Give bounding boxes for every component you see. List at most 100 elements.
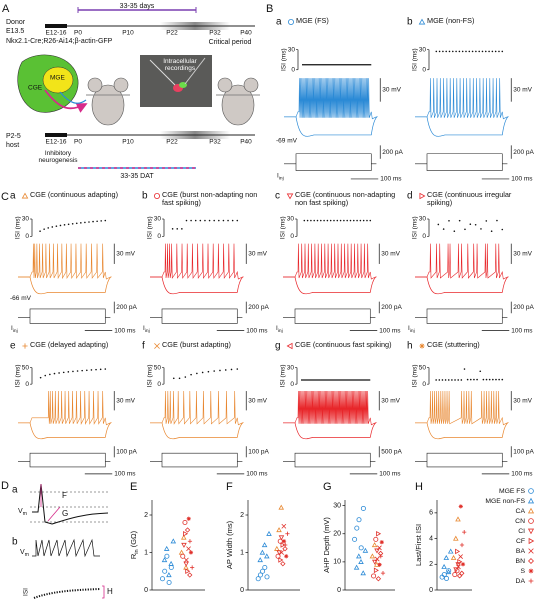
isi-axis-label: ISI (ms) — [15, 365, 22, 388]
isi-dot — [76, 370, 79, 372]
isi-tick-label: 0 — [422, 66, 426, 73]
hyperpolarized-trace — [415, 276, 509, 295]
data-point — [441, 572, 447, 578]
data-point — [360, 505, 366, 511]
timeline-label: P10 — [122, 30, 134, 37]
panel-title: CGE (burst adapting) — [162, 340, 231, 349]
current-label: Iinj — [408, 324, 415, 333]
isi-tick-label: 0 — [25, 381, 29, 388]
isi-dot — [453, 230, 456, 233]
current-step — [415, 308, 508, 324]
label: Vm — [18, 508, 28, 518]
y-tick-label: 1 — [240, 549, 244, 556]
isi-dot — [55, 225, 58, 227]
y-axis-label: Last/First ISI — [414, 524, 423, 566]
isi-axis-label: ISI (ms) — [147, 216, 154, 239]
isi-dot — [213, 219, 215, 222]
isi-dot — [199, 219, 202, 222]
panel-letter: H — [415, 481, 423, 493]
scale-label: 100 pA — [248, 448, 269, 455]
isi-dot — [90, 369, 93, 371]
current-step — [284, 153, 377, 171]
isi-tick-label: 0 — [25, 233, 29, 240]
scale-label: 100 ms — [511, 471, 533, 478]
panel-title: CGE (delayed adapting) — [30, 340, 109, 349]
isi-dot — [476, 378, 478, 381]
isi-dot — [208, 219, 211, 222]
isi-dot — [501, 228, 504, 231]
current-step — [150, 308, 243, 324]
panel-letter: b — [142, 191, 148, 202]
data-point — [458, 554, 463, 559]
data-point — [274, 545, 280, 551]
timeline-label: P10 — [122, 139, 134, 146]
current-step — [150, 452, 243, 468]
isi-dot — [99, 368, 102, 371]
isi-tick-label: 50 — [154, 364, 162, 371]
voltage-trace — [150, 243, 243, 280]
isi-dot — [473, 378, 475, 381]
isi-tick-label: 0 — [290, 381, 294, 388]
data-point — [358, 545, 364, 551]
isi-dot — [67, 371, 70, 373]
voltage-trace — [150, 391, 243, 426]
isi-dot — [448, 219, 450, 222]
current-step — [415, 153, 508, 171]
legend-label: MGE non-FS — [485, 498, 525, 505]
data-point — [187, 572, 193, 578]
label: Critical period — [209, 39, 252, 46]
scale-label: 100 ms — [511, 176, 533, 183]
data-point — [166, 572, 172, 578]
timeline-label: P32 — [209, 139, 221, 146]
y-tick-label: 2 — [429, 561, 433, 568]
isi-dot — [190, 219, 192, 222]
data-point — [458, 504, 463, 509]
label-part: inj — [13, 328, 18, 334]
label-part: V — [18, 508, 23, 515]
isi-dot — [438, 379, 441, 381]
isi-dot — [495, 378, 497, 381]
legend-label: CF — [516, 538, 525, 545]
panel-letter: a — [10, 191, 16, 202]
title-marker — [419, 343, 425, 349]
isi-dot — [303, 219, 306, 222]
isi-dot — [100, 220, 103, 222]
data-point — [168, 560, 174, 566]
data-point — [264, 574, 270, 580]
panel-letter: d — [407, 191, 413, 202]
isi-dot — [492, 378, 494, 381]
data-point — [441, 563, 447, 569]
scale-label: 100 ms — [379, 471, 401, 478]
label: 33-35 DAT — [120, 173, 154, 180]
y-axis-label: Rin (GΩ) — [129, 530, 141, 559]
data-point — [377, 545, 382, 551]
legend-marker — [527, 497, 535, 504]
timeline-label: P22 — [166, 139, 178, 146]
label-part: V — [20, 549, 25, 556]
label: host — [6, 142, 19, 149]
voltage-trace — [415, 78, 508, 120]
data-point — [255, 576, 261, 582]
title-marker — [286, 193, 294, 200]
isi-dot — [53, 372, 56, 375]
panel-letter: E — [130, 481, 137, 493]
isi-dot — [498, 378, 500, 381]
scale-label: 30 mV — [116, 251, 135, 258]
data-point — [159, 576, 165, 582]
isi-dot — [447, 379, 450, 381]
isi-dot — [501, 378, 504, 381]
y-tick-label: 0 — [240, 587, 244, 594]
data-point — [186, 516, 191, 521]
isi-dot — [88, 221, 90, 223]
legend-label: BA — [516, 548, 526, 555]
data-point — [261, 542, 268, 548]
label-part: in — [134, 549, 140, 553]
label: Vm — [20, 549, 30, 559]
isi-dot — [488, 50, 490, 53]
isi-dot — [316, 219, 319, 222]
hyperpolarized-trace — [18, 422, 112, 440]
isi-dot — [494, 50, 497, 53]
data-point — [260, 568, 266, 574]
data-point — [362, 547, 369, 553]
isi-dot — [306, 219, 309, 222]
